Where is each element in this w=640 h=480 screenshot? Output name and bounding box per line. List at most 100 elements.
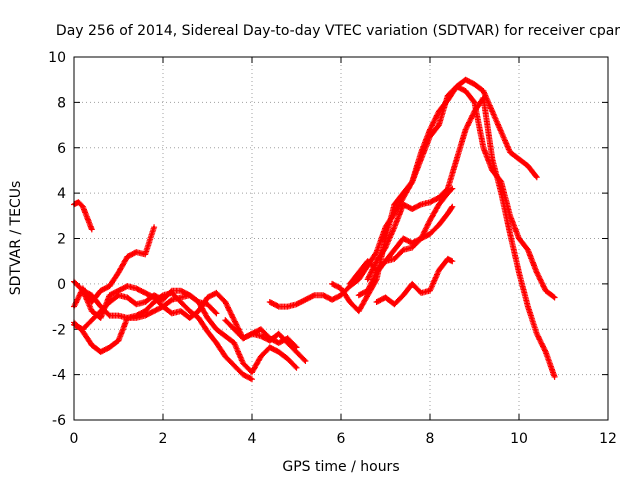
series-s7 <box>222 317 300 351</box>
data-point <box>152 225 156 229</box>
data-point <box>152 309 156 313</box>
data-point <box>99 305 102 308</box>
data-point <box>126 284 129 288</box>
x-tick-label: 6 <box>337 431 346 447</box>
data-point <box>90 300 94 304</box>
data-point <box>277 305 280 308</box>
data-point <box>108 314 111 317</box>
y-axis-label: SDTVAR / TECUs <box>8 181 24 296</box>
data-point <box>161 294 165 297</box>
data-point <box>188 294 191 297</box>
data-point <box>295 366 298 370</box>
y-tick-label: 10 <box>48 50 66 66</box>
data-point <box>188 309 191 313</box>
data-point <box>473 110 476 113</box>
data-point <box>393 248 396 252</box>
data-point <box>428 201 432 204</box>
data-point <box>179 300 182 304</box>
data-point <box>393 225 396 229</box>
data-point <box>277 332 280 335</box>
y-tick-label: 6 <box>57 141 66 157</box>
data-point <box>233 318 236 322</box>
data-point <box>366 278 369 281</box>
data-point <box>117 314 120 317</box>
data-point <box>357 278 360 281</box>
data-point <box>117 294 120 297</box>
y-tick-label: 0 <box>57 277 66 293</box>
data-point <box>411 282 414 286</box>
data-point <box>135 303 138 306</box>
data-point <box>500 130 503 134</box>
data-point <box>446 212 449 215</box>
x-axis-label: GPS time / hours <box>282 459 399 475</box>
data-point <box>99 350 102 354</box>
data-point <box>90 294 94 297</box>
y-tick-label: 2 <box>57 232 66 248</box>
data-point <box>215 328 218 331</box>
data-point <box>144 291 147 295</box>
data-point <box>553 375 556 379</box>
data-point <box>135 250 138 254</box>
data-point <box>419 157 423 161</box>
data-point <box>268 346 271 349</box>
data-point <box>241 362 245 365</box>
data-point <box>411 180 414 183</box>
y-tick-label: -2 <box>52 322 66 338</box>
y-tick-label: -6 <box>52 413 66 429</box>
data-point <box>411 207 414 211</box>
data-point <box>108 284 111 288</box>
data-point <box>508 232 512 236</box>
data-point <box>357 294 360 297</box>
data-point <box>517 157 521 161</box>
data-point <box>90 309 94 313</box>
data-point <box>250 371 254 374</box>
data-point <box>108 300 111 304</box>
y-tick-label: -4 <box>52 368 66 384</box>
data-point <box>224 334 227 338</box>
data-point <box>446 191 449 195</box>
data-point <box>126 316 129 320</box>
data-point <box>402 248 405 252</box>
series-s4 <box>71 287 300 376</box>
data-point <box>117 271 120 274</box>
data-point <box>268 300 271 304</box>
data-point <box>250 377 254 381</box>
data-point <box>224 355 227 358</box>
y-tick-label: 8 <box>57 95 66 111</box>
data-point <box>277 350 280 354</box>
plot-frame <box>73 56 609 421</box>
data-point <box>108 346 111 349</box>
data-point <box>206 296 209 299</box>
data-point <box>188 316 191 320</box>
data-point <box>451 259 454 263</box>
data-point <box>553 296 556 299</box>
data-point <box>197 316 200 320</box>
data-point <box>428 128 432 131</box>
data-point <box>437 110 441 113</box>
data-point <box>526 248 530 252</box>
data-point <box>144 300 147 304</box>
data-point <box>375 259 378 263</box>
data-point <box>402 191 405 195</box>
data-point <box>224 318 227 322</box>
data-point <box>179 289 182 292</box>
data-point <box>215 291 218 295</box>
data-point <box>224 300 227 304</box>
data-point <box>482 146 485 149</box>
data-point <box>304 298 307 301</box>
data-point <box>535 271 538 274</box>
data-point <box>384 237 387 240</box>
data-point <box>384 296 387 299</box>
data-point <box>375 269 378 272</box>
data-point <box>286 357 289 360</box>
data-point <box>526 164 530 168</box>
data-point <box>197 300 200 304</box>
data-point <box>313 294 316 297</box>
data-point <box>402 203 405 206</box>
x-tick-label: 12 <box>599 431 617 447</box>
data-point <box>437 196 441 199</box>
series-s6 <box>79 287 220 321</box>
data-point <box>233 328 236 331</box>
data-point <box>375 250 378 254</box>
data-point <box>517 271 521 274</box>
